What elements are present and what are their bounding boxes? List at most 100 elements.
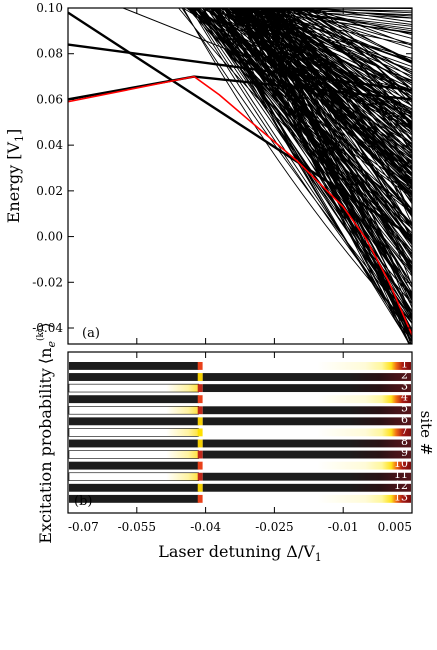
energy-y-tick-label: 0.00 [36, 230, 63, 244]
site-row-left-segment [69, 417, 199, 426]
energy-y-tick-label: -0.04 [32, 321, 63, 335]
excitation-x-ticks: -0.07 -0.055 -0.04 -0.025 -0.01 0.005 [67, 352, 413, 534]
site-row-right-segment [202, 450, 411, 459]
site-number: 5 [401, 402, 408, 415]
energy-y-tick-label: 0.08 [36, 47, 63, 61]
site-row-left-segment [68, 383, 200, 393]
site-row-5: 5 [68, 402, 411, 415]
site-row-transition [197, 395, 203, 404]
site-row-4: 4 [69, 391, 411, 404]
site-row-transition [197, 362, 203, 370]
detuning-x-tick-label: 0.005 [378, 520, 412, 534]
detuning-x-axis-label: Laser detuning Δ/V1 [158, 542, 322, 564]
site-number: 6 [401, 413, 408, 426]
excited-state-lines [178, 8, 412, 344]
site-row-8: 8 [69, 435, 411, 448]
site-row-6: 6 [69, 413, 411, 426]
energy-y-tick-label: 0.06 [36, 92, 63, 106]
site-row-12: 12 [69, 479, 411, 492]
site-row-right-segment [202, 472, 411, 481]
state-line-4 [122, 8, 238, 55]
detuning-x-tick-label: -0.07 [68, 520, 99, 534]
site-number: 2 [401, 368, 408, 381]
site-row-right-segment [202, 406, 411, 415]
highlighted-state-lines [68, 8, 412, 238]
excitation-y-axis-label: Excitation probability⟨ne(k)⟩ [35, 322, 58, 543]
energy-panel: 0.10 0.08 0.06 0.04 0.02 0.00 -0.02 -0.04 (a) E… [4, 1, 413, 345]
site-row-right-segment [202, 494, 411, 503]
site-row-right-segment [202, 417, 411, 426]
site-number-label: site # [417, 411, 435, 456]
site-row-left-segment [68, 406, 200, 415]
site-row-2: 2 [69, 368, 411, 381]
site-row-7: 7 [68, 424, 411, 437]
site-number: 8 [401, 435, 408, 448]
site-number: 4 [401, 391, 408, 404]
site-row-13: 13 [69, 490, 411, 503]
site-row-transition [197, 461, 203, 470]
site-row-3: 3 [68, 380, 411, 393]
detuning-x-tick-label: -0.04 [190, 520, 221, 534]
site-row-right-segment [202, 395, 411, 404]
panel-a-label: (a) [82, 326, 100, 341]
site-row-transition [197, 373, 203, 381]
energy-y-axis-label: Energy [V1] [4, 129, 26, 224]
state-line-3 [68, 11, 412, 238]
excited-state-bundle [178, 8, 412, 344]
site-row-left-segment [68, 472, 200, 481]
site-row-left-segment [68, 450, 200, 459]
site-row-left-segment [69, 483, 199, 492]
site-number: 9 [401, 446, 408, 459]
site-row-left-segment [69, 373, 199, 381]
energy-y-tick-label: 0.10 [36, 1, 63, 15]
site-row-left-segment [69, 439, 199, 448]
site-number: 13 [394, 490, 408, 503]
site-row-10: 10 [69, 457, 411, 470]
energy-y-tick-label: 0.04 [36, 138, 63, 152]
site-row-transition [197, 417, 203, 426]
site-number: 1 [401, 357, 408, 370]
energy-y-ticks: 0.10 0.08 0.06 0.04 0.02 0.00 -0.02 -0.04 [32, 1, 412, 335]
site-number: 10 [394, 457, 408, 470]
energy-y-tick-label: -0.02 [32, 275, 63, 289]
site-number: 11 [394, 468, 408, 481]
site-number: 12 [394, 479, 408, 492]
ground-state-line [68, 75, 412, 336]
site-row-right-segment [202, 362, 411, 370]
detuning-x-tick-label: -0.025 [255, 520, 293, 534]
detuning-x-tick-label: -0.01 [328, 520, 359, 534]
site-row-transition [197, 428, 203, 437]
site-row-left-segment [68, 428, 200, 437]
site-row-left-segment [69, 395, 199, 404]
site-row-transition [197, 439, 203, 448]
detuning-x-tick-label: -0.055 [118, 520, 156, 534]
site-row-transition [197, 450, 203, 459]
site-row-transition [197, 406, 203, 415]
site-row-transition [197, 472, 203, 481]
site-row-left-segment [69, 461, 199, 470]
site-row-11: 11 [68, 468, 411, 481]
site-number: 3 [401, 380, 408, 393]
energy-plot-frame [67, 7, 413, 345]
site-row-right-segment [202, 439, 411, 448]
site-row-transition [197, 384, 203, 393]
site-row-9: 9 [68, 446, 411, 459]
panel-b-label: (b) [74, 494, 92, 509]
site-row-right-segment [202, 384, 411, 393]
site-row-left-segment [69, 494, 199, 503]
site-row-transition [197, 494, 203, 503]
site-number: 7 [401, 424, 408, 437]
site-row-right-segment [202, 461, 411, 470]
site-row-right-segment [202, 428, 411, 437]
site-row-transition [197, 483, 203, 492]
energy-x-ticks [136, 8, 344, 344]
energy-y-tick-label: 0.02 [36, 184, 63, 198]
site-row-1: 1 [69, 357, 411, 370]
state-line-1 [68, 43, 412, 92]
site-row-right-segment [202, 373, 411, 381]
site-row-right-segment [202, 483, 411, 492]
site-row-left-segment [69, 362, 199, 370]
